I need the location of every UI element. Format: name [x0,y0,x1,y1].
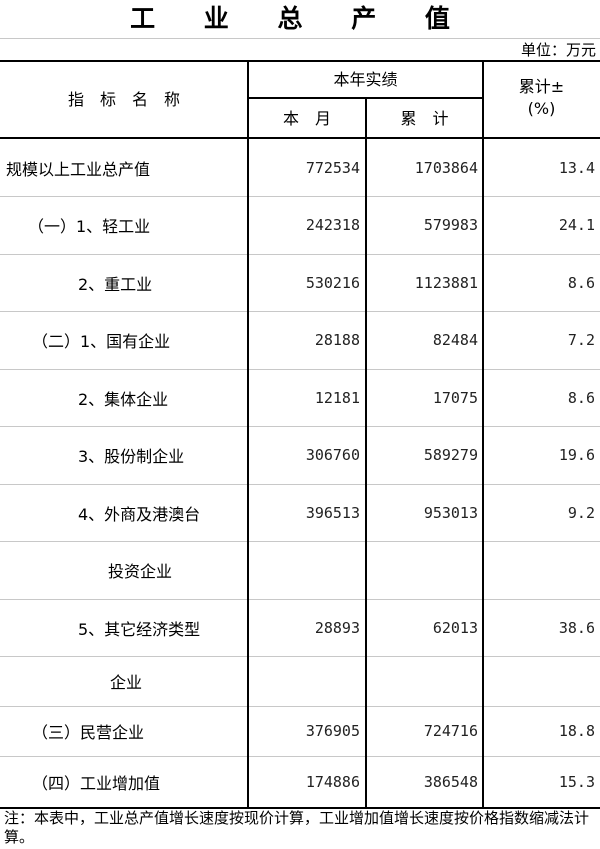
divider [0,807,600,809]
row-name: （一）1、轻工业 [28,217,151,236]
header-group: 本年实绩 [333,70,398,89]
cumulative-value [366,541,478,599]
month-value: 28188 [314,331,360,349]
row-divider [0,369,600,370]
cumulative-value: 386548 [423,772,478,791]
divider [0,137,600,139]
month-value: 306760 [305,446,360,464]
table-row: 3、股份制企业 306760 589279 19.6 [0,426,600,484]
row-name: （四）工业增加值 [32,773,161,793]
table-row: （一）1、轻工业 242318 579983 24.1 [0,196,600,254]
table-row: 投资企业 [0,541,600,599]
row-name: 5、其它经济类型 [78,619,201,639]
growth-value: 13.4 [558,158,595,177]
cumulative-value: 17075 [432,388,478,407]
column-divider [482,62,484,808]
row-name: 2、集体企业 [78,389,169,409]
row-name: 4、外商及港澳台 [78,504,201,524]
table-row: 2、集体企业 12181 17075 8.6 [0,369,600,426]
row-name: 企业 [110,673,143,692]
header-growth-line2: (%) [527,99,556,118]
header-growth-line1: 累计± [518,77,565,96]
row-divider [0,311,600,312]
row-divider [0,484,600,485]
cumulative-value: 724716 [423,722,478,740]
growth-value: 24.1 [558,216,595,234]
row-divider [0,756,600,757]
month-value [248,541,360,599]
growth-value: 8.6 [567,388,595,407]
cumulative-value: 82484 [432,331,478,349]
cumulative-value: 589279 [423,446,478,464]
month-value: 530216 [305,273,360,292]
table-row: 4、外商及港澳台 396513 953013 9.2 [0,484,600,541]
table-row: （三）民营企业 376905 724716 18.8 [0,706,600,756]
header-cumulative: 累 计 [400,109,449,128]
month-value: 396513 [305,503,360,522]
cumulative-value: 62013 [432,618,478,637]
month-value: 242318 [305,216,360,234]
cumulative-value: 1123881 [414,273,478,292]
table-row: （二）1、国有企业 28188 82484 7.2 [0,311,600,369]
table-row: （四）工业增加值 174886 386548 15.3 [0,756,600,807]
table-row: 企业 [0,656,600,706]
row-name: （二）1、国有企业 [32,332,171,351]
growth-value: 8.6 [567,273,595,292]
month-value: 12181 [314,388,360,407]
cumulative-value: 1703864 [414,158,478,177]
header-name: 指 标 名 称 [67,90,180,109]
growth-value: 19.6 [558,446,595,464]
month-value: 174886 [305,772,360,791]
row-name: 3、股份制企业 [78,447,185,466]
divider [0,60,600,62]
growth-value: 9.2 [567,503,595,522]
row-name: 2、重工业 [78,274,153,294]
row-name: 规模以上工业总产值 [6,159,151,179]
row-name: 投资企业 [108,562,173,581]
footnote: 注：本表中，工业总产值增长速度按现价计算，工业增加值增长速度按价格指数缩减法计算… [4,809,590,846]
row-divider [0,706,600,707]
month-value: 376905 [305,722,360,740]
header-growth: 累计± (%) [483,76,600,120]
page-title: 工 业 总 产 值 [130,4,470,33]
divider [0,38,600,39]
unit-label: 单位：万元 [520,41,596,59]
row-divider [0,656,600,657]
cumulative-value: 953013 [423,503,478,522]
growth-value: 18.8 [558,722,595,740]
growth-value: 7.2 [567,331,595,349]
table-row: 2、重工业 530216 1123881 8.6 [0,254,600,311]
growth-value [483,656,595,706]
row-divider [0,426,600,427]
table-row: 规模以上工业总产值 772534 1703864 13.4 [0,139,600,196]
row-divider [0,541,600,542]
row-divider [0,599,600,600]
growth-value: 38.6 [558,618,595,637]
month-value: 772534 [305,158,360,177]
month-value [248,656,360,706]
column-divider [365,97,367,808]
column-divider [247,62,249,808]
row-name: （三）民营企业 [32,723,145,742]
row-divider [0,254,600,255]
month-value: 28893 [314,618,360,637]
table-row: 5、其它经济类型 28893 62013 38.6 [0,599,600,656]
cumulative-value [366,656,478,706]
growth-value [483,541,595,599]
header-month: 本 月 [282,109,331,128]
row-divider [0,196,600,197]
growth-value: 15.3 [558,772,595,791]
cumulative-value: 579983 [423,216,478,234]
